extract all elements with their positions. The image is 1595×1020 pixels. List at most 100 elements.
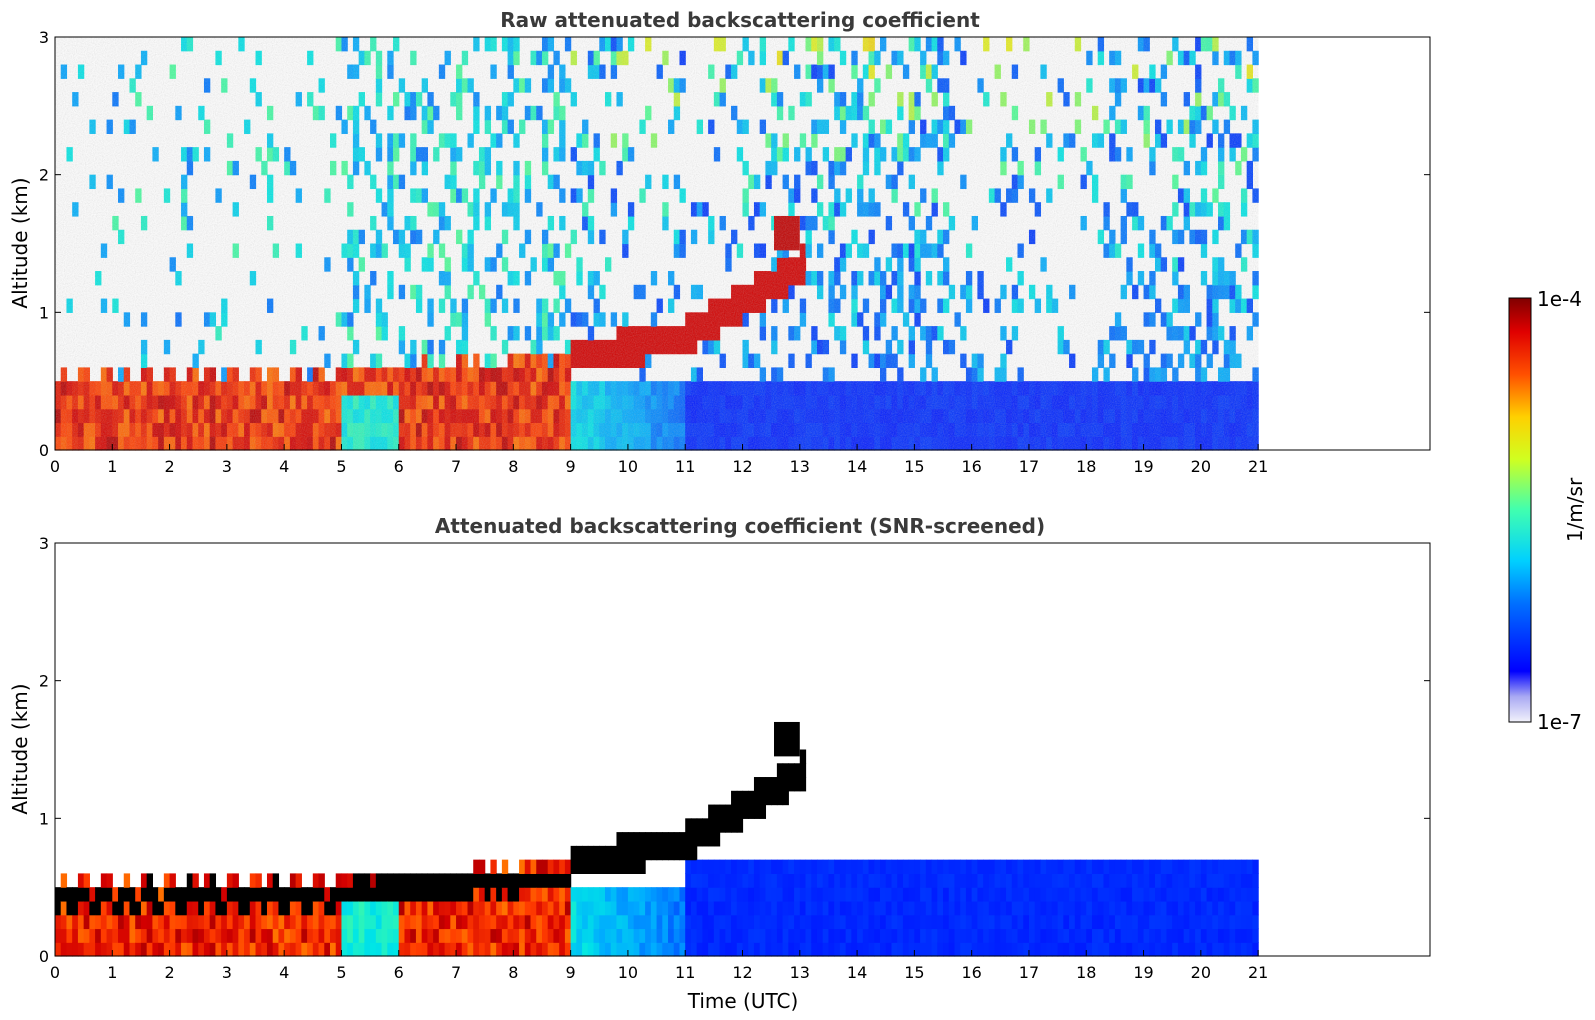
heatmap-cell <box>1155 887 1162 902</box>
heatmap-cell <box>266 900 274 916</box>
heatmap-cell <box>954 859 961 874</box>
heatmap-cell <box>1109 900 1116 916</box>
heatmap-cell <box>249 887 257 902</box>
heatmap-cell <box>398 887 406 902</box>
heatmap-cell <box>266 914 274 930</box>
heatmap-cell <box>1114 914 1122 930</box>
x-tick-label: 8 <box>508 963 518 982</box>
heatmap-cell <box>404 942 411 957</box>
heatmap-cell <box>977 859 984 874</box>
heatmap-cell <box>238 900 245 916</box>
heatmap-cell <box>1080 942 1087 957</box>
heatmap-cell <box>524 914 532 930</box>
heatmap-cell <box>341 914 348 930</box>
heatmap-cell <box>1206 900 1213 916</box>
heatmap-cell <box>1252 942 1259 957</box>
heatmap-cell <box>822 914 830 930</box>
heatmap-cell <box>1051 942 1059 957</box>
heatmap-cell <box>685 845 692 861</box>
x-tick-label: 11 <box>675 963 695 982</box>
heatmap-cell <box>656 928 663 943</box>
heatmap-cell <box>1080 900 1087 916</box>
heatmap-cell <box>77 914 85 930</box>
heatmap-cell <box>954 942 961 957</box>
heatmap-cell <box>656 900 663 916</box>
heatmap-cell <box>1149 873 1156 888</box>
heatmap-cell <box>656 887 663 902</box>
heatmap-cell <box>364 914 371 930</box>
heatmap-cell <box>885 859 893 874</box>
heatmap-cell <box>1172 914 1179 930</box>
heatmap-cell <box>1069 928 1076 943</box>
heatmap-cell <box>1189 914 1196 930</box>
heatmap-cell <box>1023 928 1030 943</box>
heatmap-cell <box>948 928 956 943</box>
heatmap-cell <box>1097 914 1105 930</box>
heatmap-cell <box>478 928 486 943</box>
heatmap-cell <box>1074 859 1082 874</box>
heatmap-cell <box>788 928 795 943</box>
heatmap-cell <box>1200 873 1208 888</box>
heatmap-cell <box>324 914 331 930</box>
heatmap-cell <box>782 873 789 888</box>
heatmap-cell <box>146 914 153 930</box>
heatmap-cell <box>713 859 721 874</box>
heatmap-cell <box>753 859 761 874</box>
heatmap-cell <box>393 887 400 902</box>
heatmap-cell <box>1137 900 1145 916</box>
heatmap-cell <box>261 942 268 957</box>
heatmap-cell <box>857 942 864 957</box>
heatmap-cell <box>1086 914 1093 930</box>
heatmap-cell <box>77 873 85 888</box>
heatmap-cell <box>696 832 703 847</box>
heatmap-cell <box>639 887 646 902</box>
heatmap-cell <box>1091 887 1099 902</box>
heatmap-cell <box>335 928 343 943</box>
heatmap-cell <box>1160 900 1168 916</box>
heatmap-cell <box>295 942 302 957</box>
heatmap-cell <box>1132 900 1139 916</box>
y-tick-label: 2 <box>39 166 49 185</box>
heatmap-cell <box>1172 900 1179 916</box>
heatmap-cell <box>198 928 205 943</box>
heatmap-cell <box>1183 928 1190 943</box>
heatmap-cell <box>1160 887 1168 902</box>
heatmap-cell <box>605 845 612 861</box>
heatmap-cell <box>553 859 560 874</box>
heatmap-cell <box>576 845 583 861</box>
heatmap-cell <box>221 942 228 957</box>
heatmap-cell <box>708 832 715 847</box>
heatmap-cell <box>484 887 492 902</box>
heatmap-cell <box>467 873 474 888</box>
heatmap-cell <box>891 887 898 902</box>
heatmap-cell <box>937 900 944 916</box>
heatmap-cell <box>438 900 446 916</box>
heatmap-cell <box>370 873 377 888</box>
heatmap-cell <box>559 942 566 957</box>
heatmap-cell <box>960 928 967 943</box>
heatmap-cell <box>639 928 646 943</box>
heatmap-cell <box>513 887 520 902</box>
heatmap-cell <box>106 928 113 943</box>
heatmap-cell <box>965 942 973 957</box>
heatmap-cell <box>988 942 996 957</box>
heatmap-cell <box>1240 887 1248 902</box>
heatmap-cell <box>914 928 921 943</box>
heatmap-cell <box>685 942 692 957</box>
heatmap-cell <box>983 942 990 957</box>
heatmap-cell <box>1223 900 1231 916</box>
heatmap-cell <box>215 914 222 930</box>
heatmap-cell <box>1080 914 1087 930</box>
heatmap-cell <box>284 928 291 943</box>
heatmap-cell <box>759 928 767 943</box>
heatmap-cell <box>1206 928 1213 943</box>
heatmap-cell <box>977 887 984 902</box>
heatmap-cell <box>1017 887 1024 902</box>
heatmap-cell <box>679 942 686 957</box>
heatmap-cell <box>438 914 446 930</box>
heatmap-cell <box>295 914 302 930</box>
heatmap-cell <box>1006 859 1013 874</box>
heatmap-cell <box>902 928 910 943</box>
heatmap-cell <box>1086 942 1093 957</box>
heatmap-cell <box>490 887 497 902</box>
